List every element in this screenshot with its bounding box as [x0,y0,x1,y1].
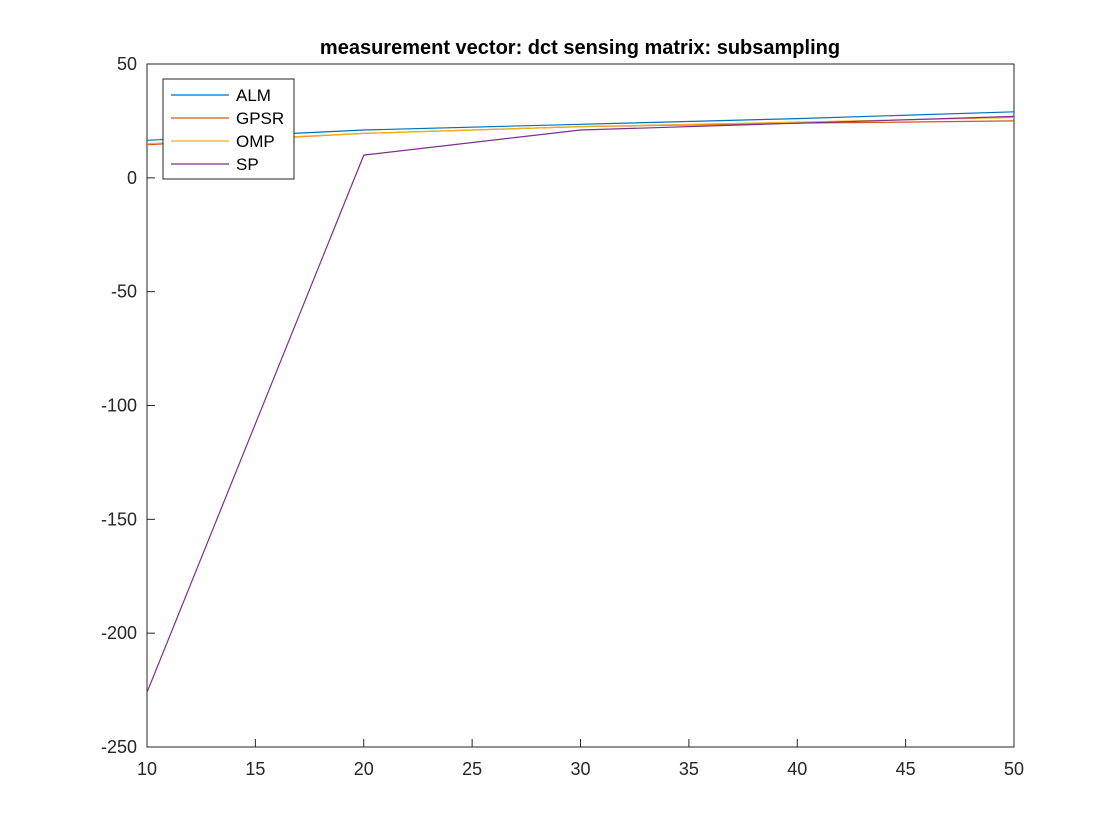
y-tick-label: -250 [101,737,137,757]
chart-title: measurement vector: dct sensing matrix: … [320,37,840,59]
x-tick-label: 20 [354,759,374,779]
series-line-sp [146,115,1015,693]
y-tick-label: 50 [117,54,137,74]
x-tick-label: 10 [137,759,157,779]
legend: ALM GPSR OMP SP [162,78,295,180]
y-tick-label: -200 [101,623,137,643]
x-tick-label: 15 [245,759,265,779]
legend-box [162,78,295,180]
y-tick-label: 0 [127,168,137,188]
x-tick-label: 35 [679,759,699,779]
x-tick-label: 30 [570,759,590,779]
x-tick-label: 45 [896,759,916,779]
x-tick-label: 50 [1004,759,1024,779]
y-tick-label: -150 [101,509,137,529]
x-tick-label: 40 [787,759,807,779]
legend-label-alm: ALM [236,86,271,105]
legend-label-gpsr: GPSR [236,109,284,128]
x-tick-label: 25 [462,759,482,779]
legend-label-omp: OMP [236,132,275,151]
y-tick-label: -50 [111,282,137,302]
y-tick-label: -100 [101,396,137,416]
legend-label-sp: SP [236,155,259,174]
